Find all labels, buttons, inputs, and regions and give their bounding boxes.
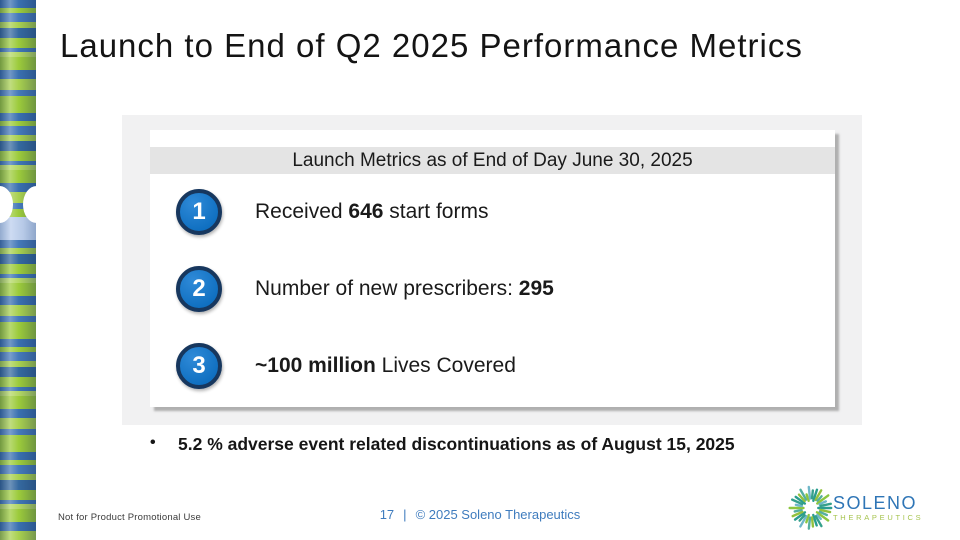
metric-value: 295 (518, 277, 554, 300)
metric-value: ~100 million (255, 354, 376, 377)
soleno-logo: SOLENO THERAPEUTICS (786, 483, 923, 533)
page-title: Launch to End of Q2 2025 Performance Met… (60, 27, 803, 64)
metrics-panel: Launch Metrics as of End of Day June 30,… (122, 115, 862, 425)
page-number: 17 (379, 507, 395, 522)
metric-text-prefix: Number of new prescribers: (255, 277, 519, 300)
metrics-card: Launch Metrics as of End of Day June 30,… (150, 130, 835, 407)
metric-row: 2 Number of new prescribers: 295 (176, 266, 835, 312)
centromere-band (0, 217, 36, 240)
footer-disclaimer: Not for Product Promotional Use (58, 512, 201, 523)
metric-text: Number of new prescribers: 295 (255, 277, 554, 301)
chromosome-decoration (0, 0, 50, 540)
sunburst-icon (788, 485, 833, 530)
metric-row: 3 ~100 million Lives Covered (176, 343, 835, 389)
metric-text-suffix: start forms (383, 200, 489, 223)
metric-text: Received 646 start forms (255, 200, 488, 224)
bullet-note-text: 5.2 % adverse event related discontinuat… (178, 434, 735, 454)
bullet-marker: • (150, 434, 156, 451)
logo-subtext: THERAPEUTICS (833, 513, 924, 523)
bullet-note: • 5.2 % adverse event related discontinu… (150, 434, 735, 455)
metric-text-prefix: Received (255, 200, 349, 223)
footer-copyright: © 2025 Soleno Therapeutics (415, 507, 581, 522)
metric-text: ~100 million Lives Covered (255, 354, 516, 378)
step-number-badge: 3 (176, 343, 222, 389)
metric-text-suffix: Lives Covered (375, 354, 516, 377)
step-number-badge: 1 (176, 189, 222, 235)
logo-text: SOLENO THERAPEUTICS (833, 492, 924, 523)
step-number-badge: 2 (176, 266, 222, 312)
metrics-list: 1 Received 646 start forms 2 Number of n… (150, 174, 835, 389)
metric-row: 1 Received 646 start forms (176, 189, 835, 235)
footer-separator: | (403, 507, 407, 522)
card-header: Launch Metrics as of End of Day June 30,… (150, 147, 835, 174)
logo-name: SOLENO (833, 492, 918, 513)
metric-value: 646 (348, 200, 384, 223)
footer-page-line: 17 | © 2025 Soleno Therapeutics (0, 507, 960, 522)
